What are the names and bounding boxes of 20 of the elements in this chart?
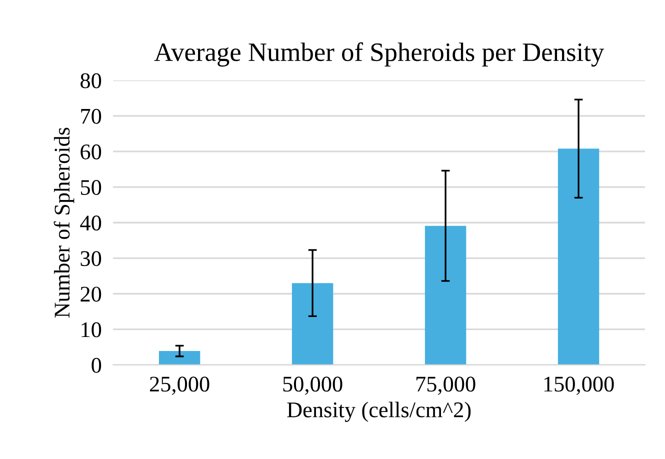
- y-tick-label: 20: [80, 286, 102, 302]
- bar: [292, 283, 334, 365]
- chart-title: Average Number of Spheroids per Density: [154, 42, 604, 67]
- x-axis-title: Density (cells/cm^2): [287, 402, 471, 422]
- x-tick-label: 150,000: [544, 376, 614, 395]
- bar: [158, 351, 200, 365]
- y-axis-title: Number of Spheroids: [54, 128, 74, 318]
- y-tick-label: 80: [80, 73, 102, 88]
- bar: [424, 226, 466, 365]
- y-tick-label: 60: [80, 144, 102, 160]
- x-tick-label: 25,000: [150, 376, 210, 395]
- y-tick-label: 0: [92, 358, 102, 373]
- x-tick-label: 75,000: [416, 376, 476, 395]
- y-tick-label: 40: [80, 216, 102, 231]
- y-tick-label: 50: [81, 180, 102, 195]
- bar: [558, 148, 600, 365]
- y-tick-label: 10: [82, 322, 102, 338]
- y-tick-label: 30: [80, 251, 102, 266]
- x-tick-label: 50,000: [283, 376, 342, 395]
- y-tick-label: 70: [81, 108, 102, 124]
